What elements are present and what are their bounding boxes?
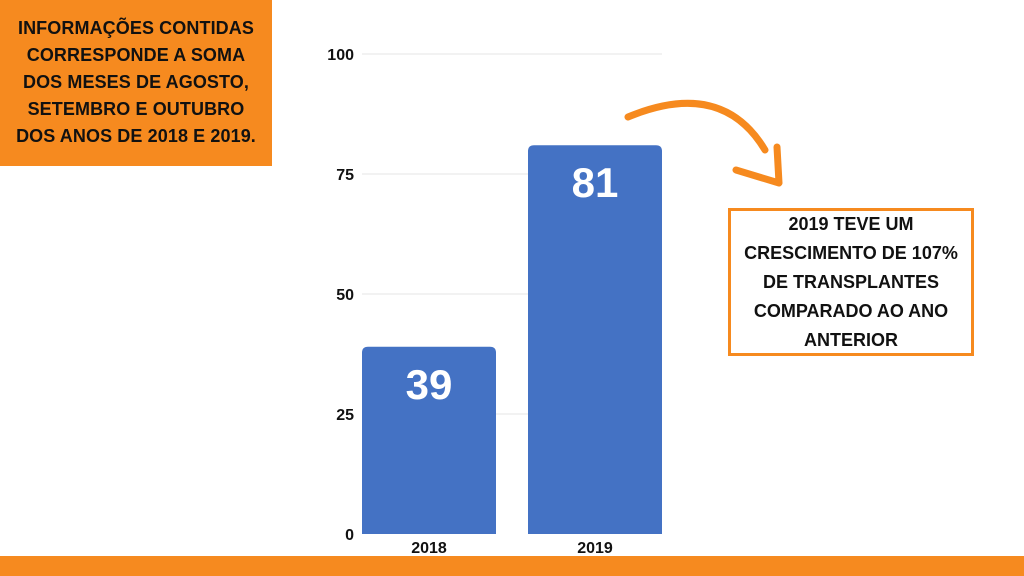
bar-2019 <box>528 145 662 534</box>
bottom-accent-bar <box>0 556 1024 576</box>
growth-callout: 2019 TEVE UM CRESCIMENTO DE 107% DE TRAN… <box>728 208 974 356</box>
y-tick-label: 100 <box>327 47 354 64</box>
y-tick-label: 50 <box>336 287 354 304</box>
x-tick-label: 2019 <box>577 540 613 557</box>
info-box: INFORMAÇÕES CONTIDAS CORRESPONDE A SOMA … <box>0 0 272 166</box>
info-box-text: INFORMAÇÕES CONTIDAS CORRESPONDE A SOMA … <box>16 17 256 146</box>
y-tick-label: 0 <box>345 527 354 544</box>
y-tick-label: 75 <box>336 167 354 184</box>
data-label: 39 <box>406 361 453 408</box>
data-label: 81 <box>572 159 619 206</box>
x-tick-label: 2018 <box>411 540 447 557</box>
growth-callout-text: 2019 TEVE UM CRESCIMENTO DE 107% DE TRAN… <box>744 213 958 350</box>
bar-2018 <box>362 346 496 534</box>
y-tick-label: 25 <box>336 407 354 424</box>
